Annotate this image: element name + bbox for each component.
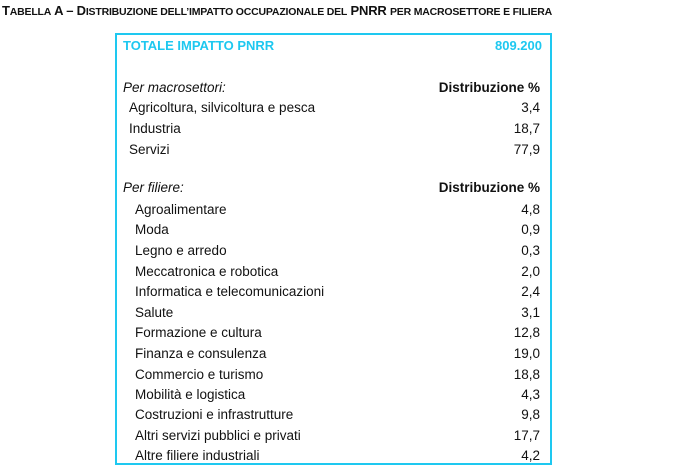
- table-row: Altri servizi pubblici e privati 17,7: [117, 426, 550, 446]
- table-row: Agricoltura, silvicoltura e pesca 3,4: [117, 98, 550, 118]
- table-row: Mobilità e logistica 4,3: [117, 385, 550, 405]
- row-label: Meccatronica e robotica: [135, 264, 279, 279]
- row-value: 77,9: [513, 142, 540, 157]
- row-label: Altre filiere industriali: [135, 448, 260, 463]
- section-heading: Per macrosettori:: [123, 80, 226, 95]
- row-label: Salute: [135, 305, 174, 320]
- column-header: Distribuzione %: [438, 80, 540, 95]
- total-value: 809.200: [495, 38, 542, 53]
- section-heading: Per filiere:: [123, 180, 184, 195]
- row-value: 19,0: [513, 346, 540, 361]
- row-value: 18,8: [513, 367, 540, 382]
- row-label: Formazione e cultura: [135, 325, 262, 340]
- row-value: 3,4: [521, 100, 540, 115]
- caption-text: PER MACROSETTORE E FILIERA: [389, 6, 553, 18]
- row-value: 3,1: [521, 305, 540, 320]
- table-row: Salute 3,1: [117, 303, 550, 323]
- table-row: Agroalimentare 4,8: [117, 200, 550, 220]
- table-row: Legno e arredo 0,3: [117, 241, 550, 261]
- macro-section-header: Per macrosettori: Distribuzione %: [117, 78, 550, 98]
- caption-text: A – D: [51, 3, 86, 18]
- table-row: Altre filiere industriali 4,2: [117, 446, 550, 466]
- row-value: 4,8: [521, 202, 540, 217]
- row-value: 4,3: [521, 387, 540, 402]
- row-label: Commercio e turismo: [135, 367, 264, 382]
- row-value: 9,8: [521, 407, 540, 422]
- row-label: Legno e arredo: [135, 243, 227, 258]
- row-value: 17,7: [513, 428, 540, 443]
- row-value: 0,9: [521, 222, 540, 237]
- table-row: Costruzioni e infrastrutture 9,8: [117, 405, 550, 425]
- total-label: TOTALE IMPATTO PNRR: [123, 38, 275, 53]
- row-label: Finanza e consulenza: [135, 346, 267, 361]
- table-row: Meccatronica e robotica 2,0: [117, 262, 550, 282]
- row-value: 2,0: [521, 264, 540, 279]
- row-label: Servizi: [129, 142, 170, 157]
- row-label: Industria: [129, 121, 181, 136]
- row-value: 0,3: [521, 243, 540, 258]
- row-label: Costruzioni e infrastrutture: [135, 407, 294, 422]
- table-row: Informatica e telecomunicazioni 2,4: [117, 282, 550, 302]
- row-label: Moda: [135, 222, 169, 237]
- caption-text: T: [2, 3, 10, 18]
- row-value: 2,4: [521, 284, 540, 299]
- table-row: Moda 0,9: [117, 220, 550, 240]
- row-label: Informatica e telecomunicazioni: [135, 284, 325, 299]
- filiere-section-header: Per filiere: Distribuzione %: [117, 178, 550, 198]
- caption-text: ISTRIBUZIONE DELL’IMPATTO OCCUPAZIONALE …: [85, 6, 348, 18]
- caption-text: PNRR: [347, 3, 390, 18]
- total-row: TOTALE IMPATTO PNRR 809.200: [123, 38, 542, 58]
- row-value: 12,8: [513, 325, 540, 340]
- table-caption: TABELLA A – DISTRIBUZIONE DELL’IMPATTO O…: [2, 3, 552, 18]
- table-row: Formazione e cultura 12,8: [117, 323, 550, 343]
- row-label: Altri servizi pubblici e privati: [135, 428, 301, 443]
- table-row: Commercio e turismo 18,8: [117, 365, 550, 385]
- distribution-table: TOTALE IMPATTO PNRR 809.200 Per macroset…: [115, 33, 552, 465]
- column-header: Distribuzione %: [438, 180, 540, 195]
- table-row: Industria 18,7: [117, 119, 550, 139]
- row-label: Agricoltura, silvicoltura e pesca: [129, 100, 316, 115]
- caption-text: ABELLA: [9, 6, 52, 18]
- row-label: Agroalimentare: [135, 202, 227, 217]
- table-row: Servizi 77,9: [117, 140, 550, 160]
- table-row: Finanza e consulenza 19,0: [117, 344, 550, 364]
- row-label: Mobilità e logistica: [135, 387, 246, 402]
- row-value: 4,2: [521, 448, 540, 463]
- row-value: 18,7: [513, 121, 540, 136]
